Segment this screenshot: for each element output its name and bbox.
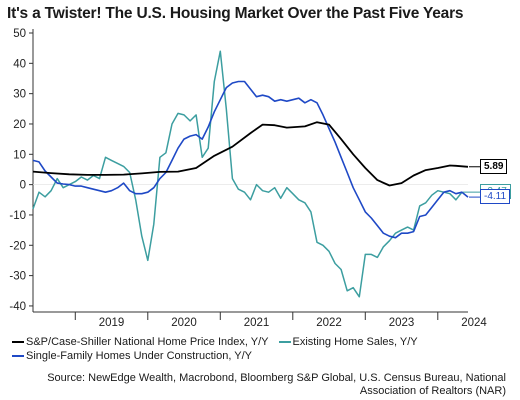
y-tick-label: 10 bbox=[13, 149, 26, 161]
x-tick-label: 2019 bbox=[99, 317, 125, 329]
legend-label: S&P/Case-Shiller National Home Price Ind… bbox=[26, 336, 269, 348]
axes: 50 40 30 20 10 0 -10 -20 -30 -40 2019 2020 2021 2022 2… bbox=[9, 28, 487, 329]
legend-item: S&P/Case-Shiller National Home Price Ind… bbox=[12, 335, 269, 349]
x-tick-label: 2020 bbox=[171, 317, 197, 329]
y-tick-label: -30 bbox=[9, 271, 26, 283]
legend-item: Single-Family Homes Under Construction, … bbox=[12, 349, 252, 363]
series-line bbox=[32, 50, 463, 298]
y-tick-label: 20 bbox=[13, 119, 26, 131]
x-tick-label: 2022 bbox=[316, 317, 342, 329]
chart-title: It's a Twister! The U.S. Housing Market … bbox=[7, 5, 464, 22]
x-tick-label: 2023 bbox=[389, 317, 415, 329]
y-tick-label: -20 bbox=[9, 240, 26, 252]
y-tick-label: -40 bbox=[9, 301, 26, 313]
y-tick-label: 40 bbox=[13, 58, 26, 70]
legend-swatch bbox=[12, 341, 24, 343]
y-tick-label: 30 bbox=[13, 89, 26, 101]
source-note: Source: NewEdge Wealth, Macrobond, Bloom… bbox=[47, 372, 506, 397]
end-value-tag: -4.11 bbox=[480, 189, 511, 205]
legend-item: Existing Home Sales, Y/Y bbox=[278, 335, 418, 349]
legend-swatch bbox=[12, 355, 24, 357]
legend-label: Single-Family Homes Under Construction, … bbox=[26, 350, 252, 362]
series-line bbox=[32, 80, 469, 239]
legend: S&P/Case-Shiller National Home Price Ind… bbox=[12, 335, 428, 363]
y-tick-label: 50 bbox=[13, 28, 26, 40]
y-tick-label: -10 bbox=[9, 210, 26, 222]
legend-swatch bbox=[278, 341, 291, 343]
x-tick-label: 2024 bbox=[461, 317, 487, 329]
legend-label: Existing Home Sales, Y/Y bbox=[292, 336, 418, 348]
y-tick-label: 0 bbox=[20, 180, 26, 192]
series-lines bbox=[32, 50, 480, 298]
x-tick-label: 2021 bbox=[244, 317, 270, 329]
end-value-tag: 5.89 bbox=[480, 158, 508, 174]
series-line bbox=[32, 121, 469, 187]
